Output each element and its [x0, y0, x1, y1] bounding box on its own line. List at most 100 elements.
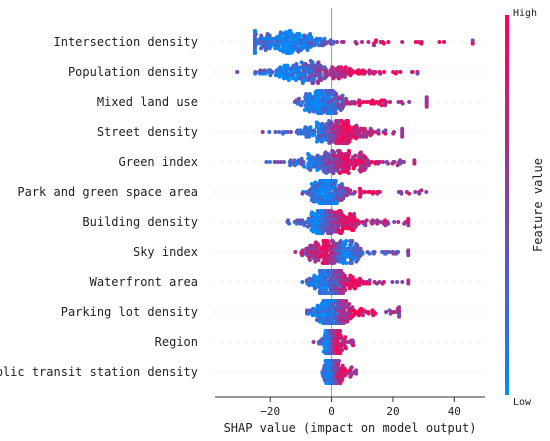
- shap-point: [361, 153, 366, 158]
- shap-point: [314, 120, 319, 125]
- shap-point: [322, 109, 327, 114]
- shap-point: [370, 308, 375, 313]
- shap-point: [359, 306, 364, 311]
- shap-point: [322, 92, 327, 96]
- shap-point: [318, 254, 323, 259]
- shap-point: [346, 171, 351, 175]
- shap-point: [400, 134, 405, 139]
- shap-point: [352, 245, 357, 250]
- shap-point: [299, 251, 304, 256]
- shap-point: [395, 280, 400, 284]
- shap-point: [298, 221, 302, 226]
- shap-point: [371, 70, 375, 74]
- shap-point: [345, 319, 350, 324]
- shap-point: [343, 169, 348, 174]
- shap-point: [322, 321, 327, 325]
- shap-point: [345, 254, 350, 259]
- shap-point: [353, 153, 358, 158]
- shap-point: [323, 261, 328, 265]
- shap-point: [366, 163, 371, 168]
- shap-point: [290, 76, 295, 81]
- shap-point: [258, 68, 263, 73]
- shap-point: [330, 65, 335, 70]
- shap-point: [352, 101, 357, 106]
- shap-point: [352, 134, 357, 139]
- shap-point: [327, 153, 332, 158]
- shap-point: [328, 41, 333, 46]
- shap-point: [307, 276, 312, 281]
- shap-point: [351, 166, 356, 171]
- shap-point: [371, 313, 376, 318]
- shap-point: [339, 182, 344, 186]
- shap-point: [442, 40, 446, 44]
- shap-point: [378, 40, 383, 44]
- shap-point: [356, 71, 361, 76]
- shap-point: [318, 36, 323, 41]
- shap-point: [358, 194, 362, 199]
- shap-point: [337, 299, 342, 303]
- shap-point: [309, 198, 314, 202]
- shap-point: [288, 163, 293, 168]
- shap-point: [358, 169, 363, 174]
- shap-point: [367, 281, 372, 286]
- shap-point: [286, 218, 291, 223]
- shap-point: [398, 70, 403, 74]
- shap-point: [376, 131, 381, 136]
- shap-point: [357, 186, 362, 191]
- shap-point: [317, 341, 322, 346]
- shap-point: [372, 101, 377, 106]
- shap-point: [303, 125, 308, 130]
- shap-point: [338, 108, 343, 112]
- shap-point: [306, 152, 311, 156]
- shap-point: [267, 46, 272, 51]
- shap-point: [299, 131, 304, 136]
- shap-point: [343, 288, 348, 292]
- shap-point: [367, 71, 372, 76]
- shap-point: [331, 76, 336, 81]
- shap-point: [315, 153, 320, 158]
- shap-point: [294, 78, 298, 82]
- shap-point: [345, 246, 350, 251]
- shap-point: [330, 179, 335, 183]
- shap-point: [371, 251, 376, 256]
- shap-point: [396, 100, 401, 104]
- shap-point: [284, 51, 289, 55]
- x-tick-label: 20: [386, 405, 399, 418]
- feature-label: Sky index: [133, 245, 198, 259]
- shap-point: [307, 134, 312, 139]
- shap-point: [334, 210, 339, 215]
- shap-point: [338, 209, 343, 213]
- shap-point: [278, 30, 283, 35]
- shap-point: [304, 92, 309, 96]
- shap-point: [354, 41, 359, 46]
- shap-point: [406, 216, 411, 221]
- shap-point: [375, 218, 380, 223]
- colorbar-high-label: High: [513, 8, 537, 19]
- shap-point: [272, 160, 277, 164]
- shap-point: [357, 276, 362, 281]
- feature-label: Waterfront area: [90, 275, 198, 289]
- shap-point: [348, 273, 353, 278]
- shap-point: [376, 128, 381, 133]
- shap-point: [417, 191, 422, 196]
- shap-point: [340, 169, 345, 174]
- shap-point: [409, 70, 414, 74]
- shap-point: [300, 280, 305, 284]
- shap-point: [310, 246, 315, 251]
- shap-point: [327, 269, 331, 273]
- shap-point: [470, 41, 475, 46]
- shap-point: [323, 299, 328, 303]
- shap-point: [351, 313, 356, 318]
- shap-point: [253, 71, 258, 76]
- shap-point: [340, 93, 345, 98]
- shap-point: [306, 216, 311, 221]
- shap-point: [326, 242, 331, 246]
- shap-point: [347, 66, 352, 71]
- shap-point: [302, 131, 307, 136]
- shap-point: [308, 168, 313, 172]
- shap-point: [317, 319, 322, 324]
- shap-point: [322, 378, 327, 382]
- shap-point: [406, 223, 411, 228]
- shap-point: [332, 351, 337, 355]
- shap-point: [347, 163, 352, 168]
